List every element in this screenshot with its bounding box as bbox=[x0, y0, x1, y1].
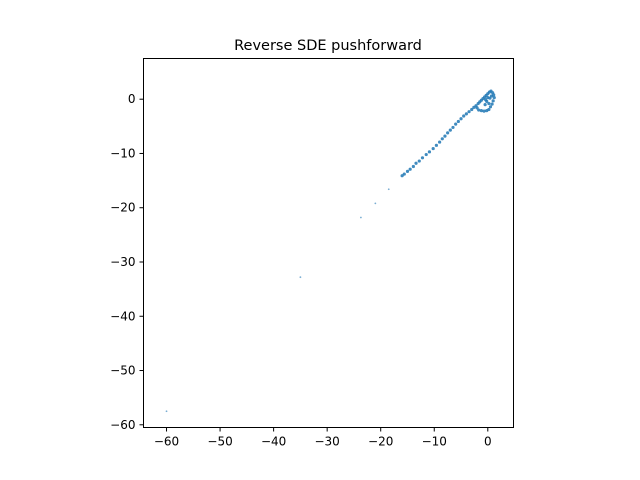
x-tick-label: −20 bbox=[368, 435, 393, 449]
chart-title: Reverse SDE pushforward bbox=[234, 38, 422, 54]
scatter-point bbox=[299, 276, 302, 279]
scatter-point bbox=[484, 98, 488, 102]
scatter-point bbox=[414, 161, 418, 165]
scatter-point bbox=[489, 94, 494, 98]
y-tick-label: −60 bbox=[110, 418, 135, 432]
scatter-point bbox=[387, 188, 390, 191]
scatter-point bbox=[434, 143, 438, 147]
scatter-point bbox=[467, 110, 471, 114]
scatter-point bbox=[411, 164, 415, 169]
scatter-point bbox=[459, 117, 463, 121]
scatter-point bbox=[431, 146, 435, 151]
scatter-point bbox=[470, 107, 474, 112]
y-tick-label: 0 bbox=[128, 92, 136, 106]
scatter-point bbox=[405, 169, 410, 173]
scatter-point bbox=[490, 102, 494, 106]
scatter-point bbox=[408, 167, 412, 171]
scatter-point bbox=[479, 108, 483, 113]
y-tick-label: −20 bbox=[110, 201, 135, 215]
scatter-point bbox=[374, 202, 377, 205]
plot-frame bbox=[143, 58, 514, 428]
x-tick-label: −50 bbox=[207, 435, 232, 449]
scatter-point bbox=[446, 131, 450, 135]
scatter-point bbox=[454, 122, 458, 126]
y-tick-label: −40 bbox=[110, 309, 135, 323]
scatter-point bbox=[486, 95, 490, 100]
scatter-point bbox=[424, 152, 428, 157]
scatter-point bbox=[483, 103, 487, 107]
scatter-point bbox=[488, 105, 493, 109]
scatter-point bbox=[482, 109, 486, 113]
x-tick-label: −10 bbox=[422, 435, 447, 449]
scatter-point bbox=[487, 101, 491, 106]
scatter-point bbox=[491, 99, 495, 103]
scatter-point bbox=[427, 150, 432, 154]
x-tick-label: −40 bbox=[261, 435, 286, 449]
scatter-point bbox=[492, 95, 496, 100]
y-tick-label: −10 bbox=[110, 146, 135, 160]
scatter-point bbox=[402, 172, 406, 176]
scatter-point bbox=[456, 119, 460, 124]
scatter-point bbox=[417, 159, 421, 163]
scatter-point bbox=[438, 140, 442, 144]
y-tick-label: −50 bbox=[110, 364, 135, 378]
x-tick-label: −30 bbox=[314, 435, 339, 449]
x-tick-label: 0 bbox=[484, 435, 492, 449]
scatter-point bbox=[443, 134, 447, 138]
y-tick-label: −30 bbox=[110, 255, 135, 269]
x-tick-label: −60 bbox=[154, 435, 179, 449]
scatter-point bbox=[165, 410, 168, 413]
scatter-point bbox=[464, 112, 468, 116]
scatter-point bbox=[359, 216, 362, 219]
scatter-point bbox=[448, 128, 452, 132]
scatter-point bbox=[440, 137, 444, 141]
scatter-point bbox=[451, 125, 455, 130]
scatter-point bbox=[485, 108, 489, 113]
ticks-layer: −60 −50 −40 −30 −20 −10 0 0 −10 −20 −30 −40 −50 −60 bbox=[110, 92, 491, 448]
points-layer bbox=[165, 89, 496, 413]
scatter-point bbox=[475, 106, 479, 110]
scatter-point bbox=[462, 114, 466, 118]
scatter-point bbox=[420, 156, 425, 160]
